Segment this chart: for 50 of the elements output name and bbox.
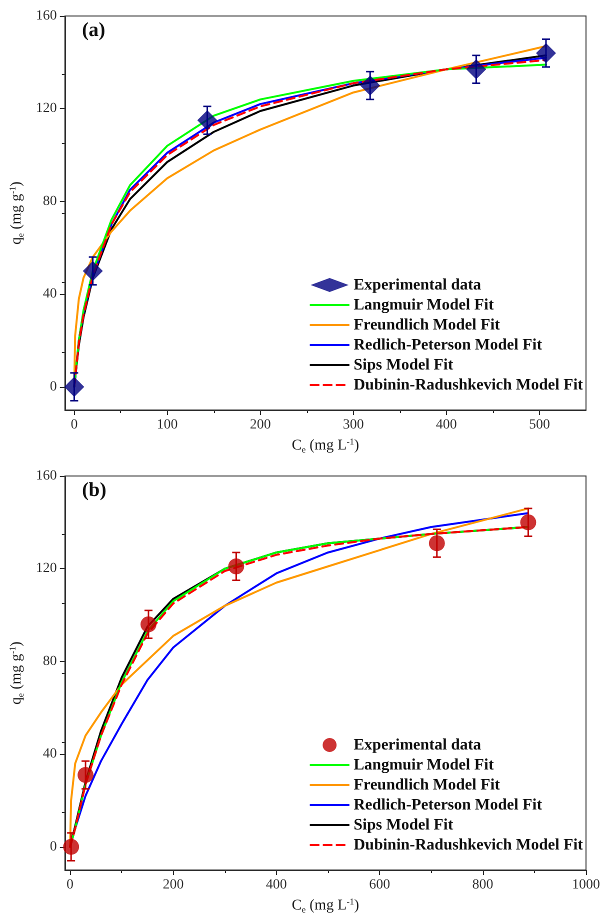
point (64, 376, 84, 397)
point (428, 535, 445, 552)
legend-label: Dubinin-Radushkevich Model Fit (354, 836, 584, 854)
legend-label: Experimental data (354, 276, 482, 294)
y-axis-title: qe (mg g-1) (8, 641, 26, 705)
x-tick-label: 400 (266, 878, 287, 892)
x-tick-label: 0 (66, 878, 74, 892)
x-tick-label: 500 (528, 418, 550, 432)
point (360, 76, 380, 96)
legend-label: Dubinin-Radushkevich Model Fit (354, 376, 584, 394)
x-tick-label: 100 (156, 418, 178, 432)
legend-label: Redlich-Peterson Model Fit (354, 336, 543, 354)
legend-label: Langmuir Model Fit (354, 296, 494, 314)
legend-label: Freundlich Model Fit (354, 316, 501, 334)
legend-label: Sips Model Fit (354, 816, 454, 834)
y-tick-label: 0 (50, 379, 57, 394)
legend-label: Experimental data (354, 736, 482, 754)
y-tick-label: 80 (42, 654, 57, 669)
y-tick-label: 160 (36, 468, 57, 484)
point (466, 59, 486, 80)
x-tick-label: 200 (162, 878, 184, 892)
legend-label: Langmuir Model Fit (354, 756, 494, 774)
legend-label: Sips Model Fit (354, 356, 454, 374)
y-tick-label: 40 (42, 286, 57, 302)
annotation: (a) (82, 19, 106, 41)
x-tick-label: 600 (369, 878, 390, 892)
x-tick-label: 400 (436, 418, 457, 432)
point (82, 260, 103, 281)
point (536, 43, 556, 64)
annotation: (b) (82, 479, 106, 501)
y-tick-label: 120 (36, 561, 57, 576)
point (228, 558, 244, 574)
y-tick-label: 160 (36, 8, 57, 24)
point (63, 838, 80, 855)
x-tick-label: 1000 (572, 878, 600, 892)
point (197, 110, 218, 130)
x-tick-label: 800 (472, 878, 494, 892)
point (520, 514, 536, 530)
x-tick-label: 200 (250, 418, 271, 432)
y-tick-label: 80 (42, 194, 57, 209)
y-tick-label: 0 (50, 839, 57, 854)
point (78, 766, 94, 783)
point (140, 616, 156, 632)
y-axis-title: qe (mg g-1) (8, 181, 26, 245)
x-tick-label: 0 (70, 418, 78, 432)
y-tick-label: 120 (36, 101, 57, 116)
legend-label: Freundlich Model Fit (354, 776, 501, 794)
legend-label: Redlich-Peterson Model Fit (354, 796, 543, 814)
x-tick-label: 300 (342, 418, 364, 432)
y-tick-label: 40 (42, 746, 57, 762)
